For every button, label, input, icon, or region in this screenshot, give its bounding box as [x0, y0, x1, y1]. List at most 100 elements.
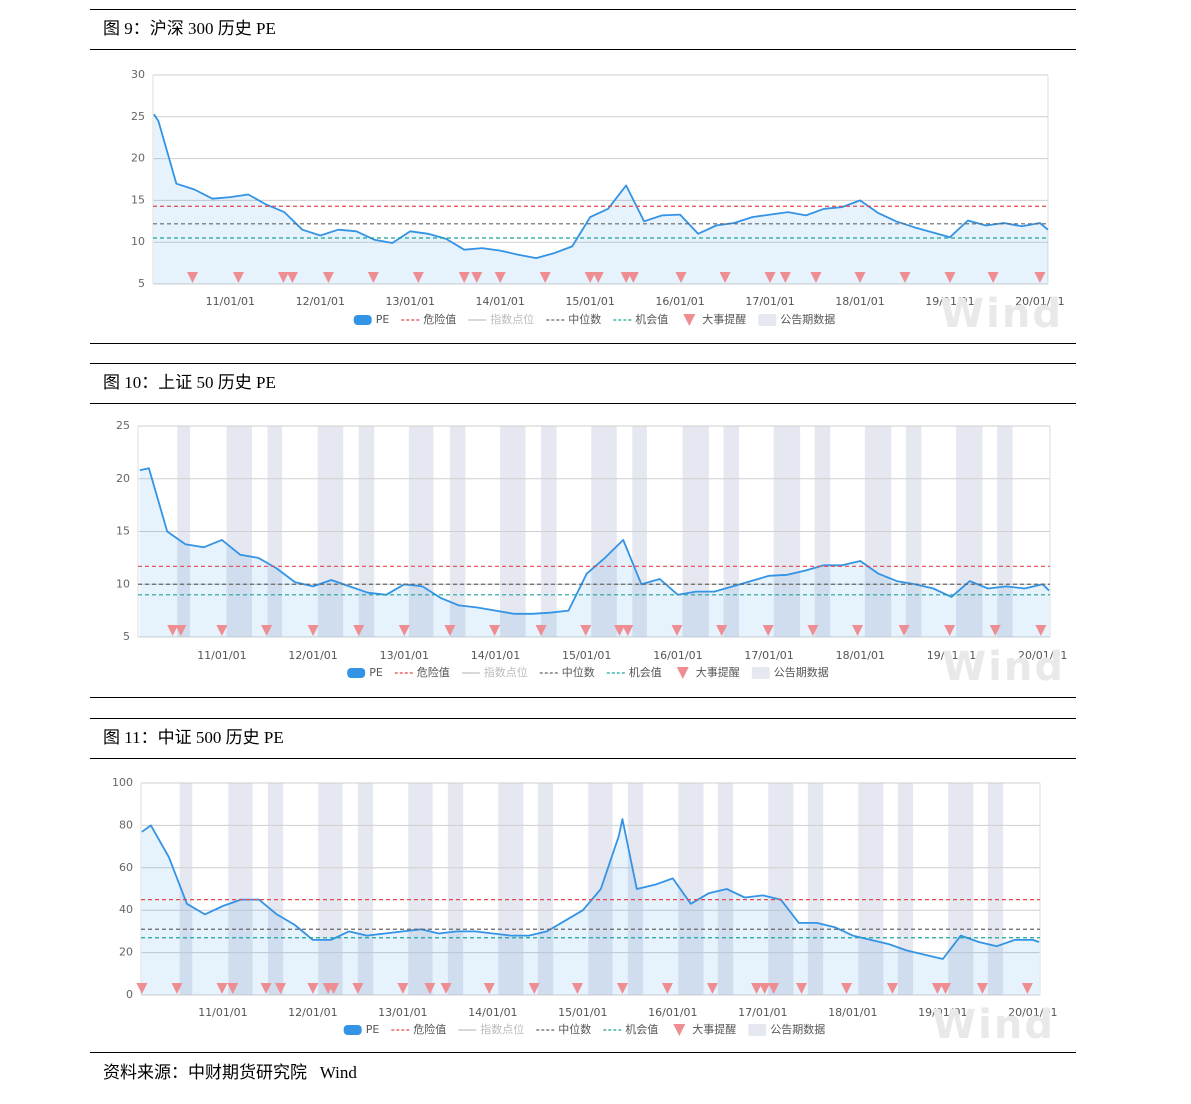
legend-item: 大事提醒 — [683, 312, 746, 326]
announcement-band — [179, 783, 193, 995]
x-tick-label: 19/01/01 — [925, 295, 974, 308]
event-marker — [458, 272, 470, 283]
event-marker — [367, 272, 379, 283]
announcement-band — [408, 783, 433, 995]
legend-swatch — [751, 667, 770, 679]
event-marker — [852, 625, 864, 636]
chart: 5 10 15 20 25 11/01/01 12/01/01 13/01/01 14/01/0… — [116, 419, 1067, 690]
watermark: Wind — [942, 644, 1065, 690]
event-marker — [1021, 983, 1033, 994]
watermark: Wind — [932, 1002, 1055, 1048]
event-marker — [277, 272, 289, 283]
event-marker — [614, 625, 626, 636]
legend-label: PE — [369, 666, 383, 679]
figure-title: 图 10：上证 50 历史 PE — [103, 373, 276, 392]
legend-item: 机会值 — [606, 665, 662, 679]
announcement-band — [987, 783, 1004, 995]
event-marker — [398, 625, 410, 636]
y-tick-label: 10 — [116, 577, 130, 590]
x-tick-label: 11/01/01 — [206, 295, 255, 308]
event-marker — [274, 983, 286, 994]
x-tick-label: 15/01/01 — [562, 649, 611, 662]
y-tick-label: 15 — [131, 193, 145, 206]
event-marker — [322, 272, 334, 283]
event-marker — [260, 983, 272, 994]
event-marker — [764, 272, 776, 283]
x-tick-label: 19/01/01 — [927, 649, 976, 662]
event-marker — [471, 272, 483, 283]
event-marker — [227, 983, 239, 994]
legend-label: 中位数 — [568, 312, 601, 326]
event-marker — [307, 625, 319, 636]
legend-item: 公告期数据 — [751, 665, 829, 679]
announcement-band — [807, 783, 824, 995]
x-tick-label: 17/01/01 — [744, 649, 793, 662]
event-marker — [571, 983, 583, 994]
event-marker — [187, 272, 199, 283]
x-tick-label: 15/01/01 — [558, 1006, 607, 1019]
legend-item: 指数点位 — [461, 665, 528, 679]
event-marker — [424, 983, 436, 994]
event-marker — [940, 983, 952, 994]
pe-area — [139, 468, 1050, 637]
event-marker — [412, 272, 424, 283]
event-marker — [931, 983, 943, 994]
event-marker — [899, 272, 911, 283]
chart: 5 10 15 20 25 30 11/01/01 12/01/01 13/01/01 14/01… — [131, 68, 1065, 337]
y-tick-label: 10 — [131, 235, 145, 248]
event-marker — [810, 272, 822, 283]
x-tick-label: 12/01/01 — [288, 649, 337, 662]
y-tick-label: 20 — [119, 946, 133, 959]
event-marker — [987, 272, 999, 283]
y-tick-label: 5 — [123, 630, 130, 643]
event-marker — [796, 983, 808, 994]
event-marker — [779, 272, 791, 283]
legend-label: 机会值 — [629, 665, 662, 679]
event-marker — [886, 983, 898, 994]
x-tick-label: 17/01/01 — [738, 1006, 787, 1019]
x-tick-label: 13/01/01 — [380, 649, 429, 662]
event-marker — [136, 983, 148, 994]
announcement-band — [627, 783, 644, 995]
legend-item: 中位数 — [536, 1022, 591, 1036]
event-marker — [768, 983, 780, 994]
legend-item: 公告期数据 — [748, 1022, 825, 1036]
x-tick-label: 18/01/01 — [835, 295, 884, 308]
source: 资料来源：中财期货研究院 Wind — [103, 1063, 357, 1082]
legend-label: 机会值 — [625, 1022, 658, 1036]
legend-item: 大事提醒 — [676, 665, 740, 679]
figure-title: 图 11：中证 500 历史 PE — [103, 728, 284, 747]
pe-area — [141, 819, 1040, 995]
pe-line — [141, 818, 1040, 960]
legend-item: 中位数 — [539, 665, 595, 679]
legend-item: 大事提醒 — [673, 1022, 736, 1036]
legend-label: 危险值 — [423, 312, 456, 326]
event-marker — [989, 625, 1001, 636]
legend-item: 危险值 — [401, 312, 456, 326]
x-tick-label: 12/01/01 — [296, 295, 345, 308]
y-tick-label: 40 — [119, 903, 133, 916]
legend-item: 指数点位 — [458, 1022, 524, 1036]
legend-label: 公告期数据 — [774, 665, 829, 679]
legend-label: 公告期数据 — [770, 1022, 825, 1036]
x-tick-label: 15/01/01 — [565, 295, 614, 308]
event-marker — [352, 983, 364, 994]
legend-label: PE — [376, 313, 390, 326]
event-marker — [171, 983, 183, 994]
x-tick-label: 17/01/01 — [745, 295, 794, 308]
watermark: Wind — [940, 291, 1063, 337]
x-tick-label: 11/01/01 — [197, 649, 246, 662]
legend-swatch — [676, 667, 689, 679]
event-marker — [1034, 272, 1046, 283]
x-tick-label: 20/01/01 — [1018, 649, 1067, 662]
legend-swatch — [347, 668, 366, 678]
legend-label: 危险值 — [413, 1022, 446, 1036]
announcement-band — [267, 783, 284, 995]
event-marker — [841, 983, 853, 994]
legend-swatch — [683, 314, 696, 326]
event-marker — [616, 983, 628, 994]
event-marker — [440, 983, 452, 994]
legend-swatch — [343, 1025, 362, 1035]
event-marker — [627, 272, 639, 283]
